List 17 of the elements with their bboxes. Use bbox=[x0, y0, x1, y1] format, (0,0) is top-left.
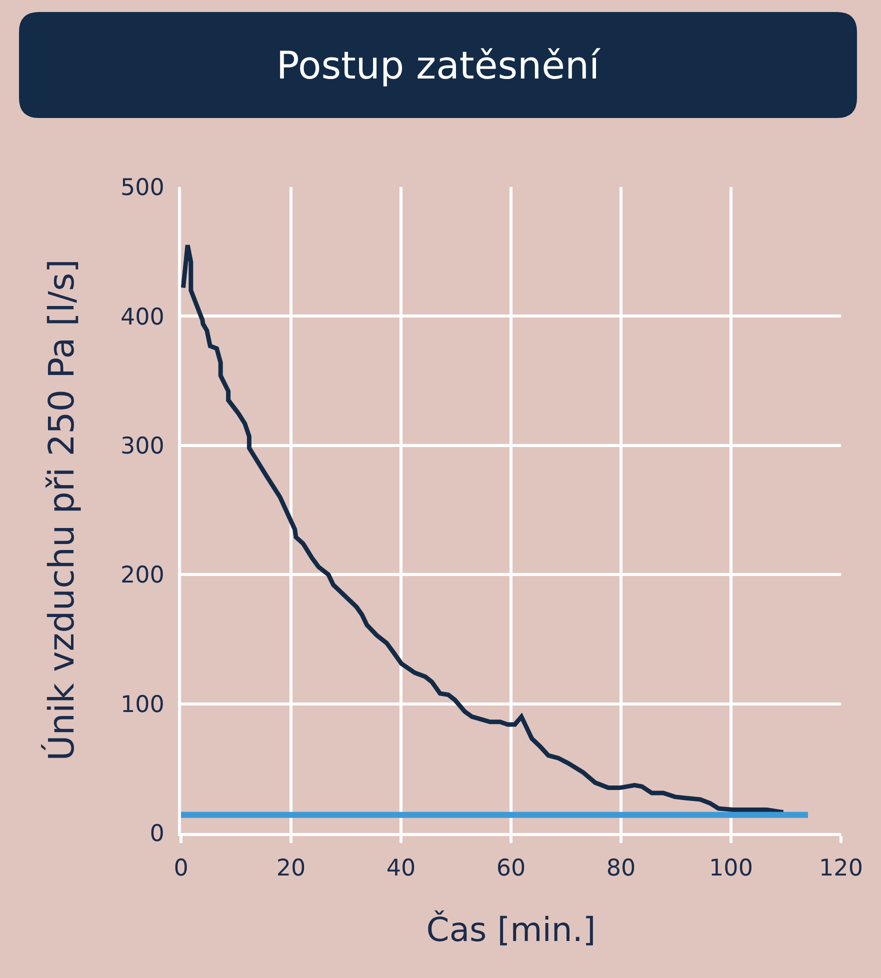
x-tick-label: 60 bbox=[496, 856, 526, 882]
x-tick-label: 100 bbox=[709, 856, 753, 882]
x-tick-label: 20 bbox=[276, 856, 306, 882]
y-axis-title: Únik vzduchu při 250 Pa [l/s] bbox=[40, 259, 83, 761]
y-tick-label: 100 bbox=[120, 692, 164, 718]
y-tick-label: 0 bbox=[150, 821, 164, 848]
chart-title: Postup zatěsnění bbox=[276, 43, 602, 88]
y-tick-label: 500 bbox=[120, 175, 164, 202]
x-tick-label: 40 bbox=[386, 856, 416, 882]
y-tick-label: 200 bbox=[120, 562, 164, 589]
y-tick-label: 300 bbox=[120, 433, 164, 460]
x-axis-title: Čas [min.] bbox=[426, 910, 596, 950]
x-tick-label: 80 bbox=[606, 856, 636, 882]
line-series bbox=[181, 242, 786, 815]
y-tick-label: 400 bbox=[120, 304, 164, 330]
x-tick-label: 0 bbox=[174, 856, 188, 882]
x-tick-label: 120 bbox=[819, 856, 863, 882]
